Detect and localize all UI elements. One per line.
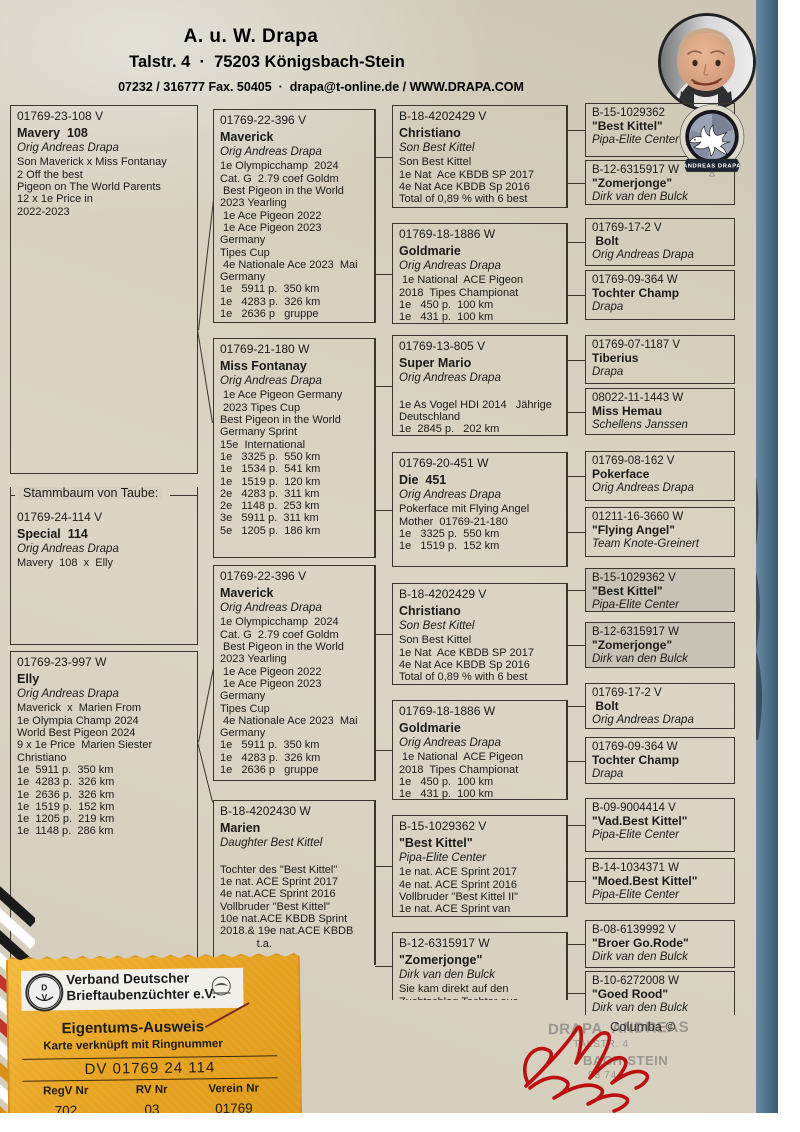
svg-text:ANDREAS DRAPA: ANDREAS DRAPA	[683, 164, 741, 170]
